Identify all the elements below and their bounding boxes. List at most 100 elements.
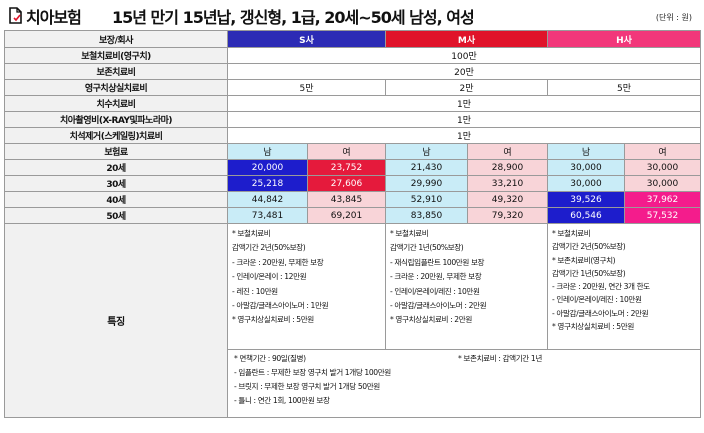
benefit-value-m: 2만 xyxy=(385,79,549,96)
premium-row: 50세 73,481 69,201 83,850 79,320 60,546 5… xyxy=(4,207,702,224)
benefit-label: 보철치료비(영구치) xyxy=(4,47,228,64)
gender-header-row: 보험료 남 여 남 여 남 여 xyxy=(4,143,702,160)
common-line: - 임플란트 : 무제한 보장 영구치 발거 1개당 100만원 xyxy=(234,368,391,377)
feature-line: - 인레이/온레이 : 12만원 xyxy=(232,272,307,282)
age-label: 40세 xyxy=(4,191,228,208)
company-s-header: S사 xyxy=(226,30,387,48)
gender-male: 남 xyxy=(547,143,626,160)
benefit-value: 1만 xyxy=(226,127,702,144)
feature-line: * 보철치료비 xyxy=(232,229,271,238)
age-label: 30세 xyxy=(4,175,228,192)
benefit-row: 보존치료비 20만 xyxy=(4,63,702,80)
premium-cell: 52,910 xyxy=(385,191,469,208)
premium-cell: 60,546 xyxy=(547,207,626,224)
premium-cell: 49,320 xyxy=(467,191,549,208)
premium-cell: 69,201 xyxy=(306,207,387,224)
feature-line: - 아말감/글래스아이노머 : 2만원 xyxy=(390,301,487,311)
feature-line: - 크라운 : 20만원, 연간 3개 한도 xyxy=(552,282,650,292)
feature-line: - 레진 : 10만원 xyxy=(232,286,278,296)
premium-cell: 25,218 xyxy=(227,175,308,192)
benefit-label: 영구치상실치료비 xyxy=(4,79,228,96)
benefit-value-s: 5만 xyxy=(226,79,387,96)
premium-cell: 44,842 xyxy=(227,191,308,208)
gender-female: 여 xyxy=(306,143,387,160)
benefit-row: 영구치상실치료비 5만 2만 5만 xyxy=(4,79,702,96)
feature-line: * 보철치료비 xyxy=(552,229,591,238)
premium-cell: 27,606 xyxy=(306,175,387,192)
feature-line: 감액기간 1년(50%보장) xyxy=(390,243,464,253)
premium-cell: 79,320 xyxy=(467,207,549,224)
premium-row: 30세 25,218 27,606 29,990 33,210 30,000 3… xyxy=(4,175,702,192)
benefit-value: 1만 xyxy=(226,95,702,112)
feature-line: * 영구치상실치료비 : 5만원 xyxy=(232,315,314,325)
feature-line: 감액기간 1년(50%보장) xyxy=(552,268,626,278)
page-header: 치아보험 15년 만기 15년납, 갱신형, 1급, 20세~50세 남성, 여… xyxy=(0,0,704,30)
page-title: 15년 만기 15년납, 갱신형, 1급, 20세~50세 남성, 여성 xyxy=(112,8,475,27)
company-header-row: 보장/회사 S사 M사 H사 xyxy=(4,30,702,48)
premium-cell: 57,532 xyxy=(624,207,702,224)
premium-cell: 30,000 xyxy=(547,175,626,192)
common-features-row: * 면책기간 : 90일(질병) - 임플란트 : 무제한 보장 영구치 발거 … xyxy=(5,349,702,418)
feature-line: - 아말감/글래스아이노머 : 1만원 xyxy=(232,301,329,311)
gender-female: 여 xyxy=(467,143,549,160)
premium-cell: 30,000 xyxy=(624,175,702,192)
age-label: 50세 xyxy=(4,207,228,224)
premium-cell: 39,526 xyxy=(547,191,626,208)
premium-cell: 33,210 xyxy=(467,175,549,192)
gender-male: 남 xyxy=(385,143,469,160)
brand-name: 치아보험 xyxy=(26,8,82,27)
premium-row: 40세 44,842 43,845 52,910 49,320 39,526 3… xyxy=(4,191,702,208)
feature-line: * 영구치상실치료비 : 5만원 xyxy=(552,322,634,332)
features-m: * 보철치료비 감액기간 1년(50%보장) - 재식립임플란트 100만원 보… xyxy=(385,223,549,350)
features-row: 특징 * 보철치료비 감액기간 2년(50%보장) - 크라운 : 20만원, … xyxy=(4,223,702,418)
benefit-row: 치아촬영비(X-RAY및파노라마) 1만 xyxy=(4,111,702,128)
benefit-value: 20만 xyxy=(226,63,702,80)
feature-line: - 아말감/글래스아이노머 : 2만원 xyxy=(552,308,649,318)
feature-line: 감액기간 2년(50%보장) xyxy=(232,243,306,253)
feature-line: - 인레이/온레이/레진 : 10만원 xyxy=(552,295,642,305)
common-line: * 면책기간 : 90일(질병) xyxy=(234,354,306,363)
feature-line: - 크라운 : 20만원, 무제한 보장 xyxy=(390,272,482,282)
premium-cell: 29,990 xyxy=(385,175,469,192)
premium-cell: 28,900 xyxy=(467,159,549,176)
gender-female: 여 xyxy=(624,143,702,160)
comparison-table: 보장/회사 S사 M사 H사 보철치료비(영구치) 100만 보존치료비 20만… xyxy=(4,30,702,418)
premium-cell: 30,000 xyxy=(547,159,626,176)
feature-line: 감액기간 2년(50%보장) xyxy=(552,242,626,252)
benefit-value: 100만 xyxy=(226,47,702,64)
premium-row: 20세 20,000 23,752 21,430 28,900 30,000 3… xyxy=(4,159,702,176)
features-label: 특징 xyxy=(4,223,228,418)
unit-note: (단위 : 원) xyxy=(655,13,692,22)
premium-cell: 43,845 xyxy=(306,191,387,208)
benefit-row: 치석제거(스케일링)치료비 1만 xyxy=(4,127,702,144)
benefit-row: 보철치료비(영구치) 100만 xyxy=(4,47,702,64)
benefit-label: 치아촬영비(X-RAY및파노라마) xyxy=(4,111,228,128)
corner-header: 보장/회사 xyxy=(4,30,228,48)
company-h-header: H사 xyxy=(547,30,702,48)
feature-line: - 크라운 : 20만원, 무제한 보장 xyxy=(232,257,324,267)
features-s: * 보철치료비 감액기간 2년(50%보장) - 크라운 : 20만원, 무제한… xyxy=(226,223,387,350)
premium-cell: 30,000 xyxy=(624,159,702,176)
document-icon xyxy=(9,7,22,24)
benefit-value-h: 5만 xyxy=(547,79,702,96)
premium-cell: 23,752 xyxy=(306,159,387,176)
gender-male: 남 xyxy=(227,143,308,160)
feature-line: * 영구치상실치료비 : 2만원 xyxy=(390,315,472,325)
feature-line: * 보존치료비(영구치) xyxy=(552,255,616,265)
feature-line: * 보철치료비 xyxy=(390,229,429,238)
common-features: * 면책기간 : 90일(질병) - 임플란트 : 무제한 보장 영구치 발거 … xyxy=(226,349,702,418)
benefit-value: 1만 xyxy=(226,111,702,128)
common-line: - 브릿지 : 무제한 보장 영구치 발거 1개당 50만원 xyxy=(234,382,380,391)
premium-cell: 21,430 xyxy=(385,159,469,176)
benefit-label: 보존치료비 xyxy=(4,63,228,80)
common-line-right: * 보존치료비 : 감액기간 1년 xyxy=(458,354,542,363)
feature-line: - 재식립임플란트 100만원 보장 xyxy=(390,257,485,267)
benefit-row: 치수치료비 1만 xyxy=(4,95,702,112)
feature-line: - 인레이/온레이/레진 : 10만원 xyxy=(390,286,480,296)
benefit-label: 치수치료비 xyxy=(4,95,228,112)
common-line: - 틀니 : 연간 1회, 100만원 보장 xyxy=(234,396,330,405)
premium-cell: 83,850 xyxy=(385,207,469,224)
age-label: 20세 xyxy=(4,159,228,176)
premium-cell: 37,962 xyxy=(624,191,702,208)
benefit-label: 치석제거(스케일링)치료비 xyxy=(4,127,228,144)
